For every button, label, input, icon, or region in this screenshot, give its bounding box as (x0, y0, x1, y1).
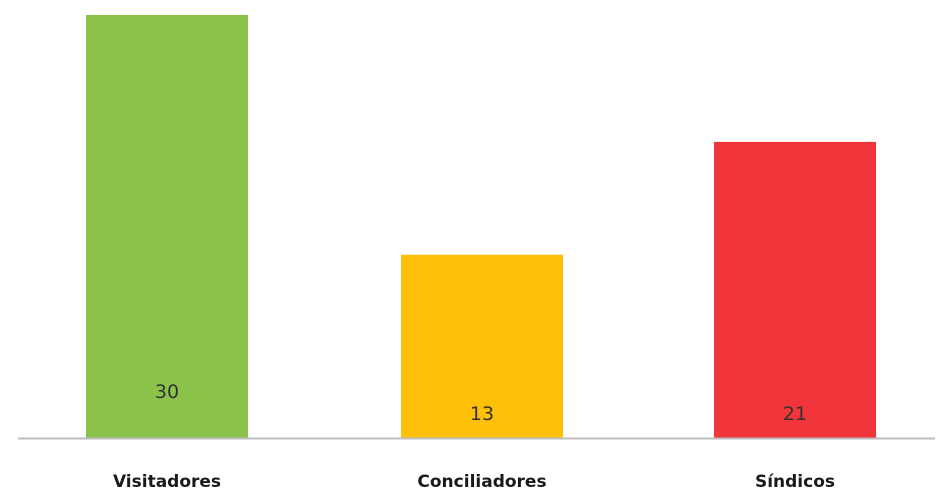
data-label: 21 (783, 403, 807, 425)
category-labels: Visitadores Conciliadores Síndicos (113, 472, 835, 490)
bars-layer (86, 15, 876, 438)
category-label: Conciliadores (417, 472, 546, 490)
category-label: Visitadores (113, 472, 221, 490)
bar-visitadores (86, 15, 248, 438)
labels-layer: 30 13 21 (155, 381, 807, 425)
bar-conciliadores (401, 254, 563, 438)
category-label: Síndicos (755, 472, 835, 490)
data-label: 30 (155, 381, 179, 403)
data-label: 13 (470, 403, 494, 425)
bar-sindicos (714, 141, 876, 438)
